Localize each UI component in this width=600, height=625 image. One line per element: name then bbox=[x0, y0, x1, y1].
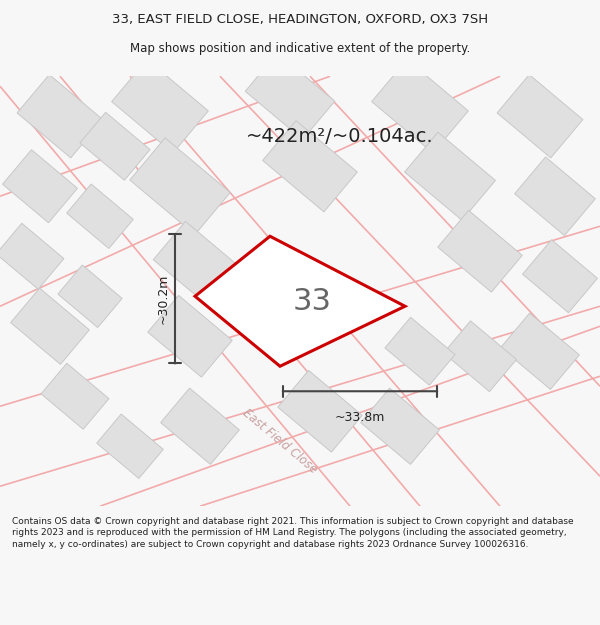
Polygon shape bbox=[443, 321, 517, 392]
Polygon shape bbox=[497, 74, 583, 158]
Polygon shape bbox=[97, 414, 163, 479]
Polygon shape bbox=[11, 288, 89, 364]
Polygon shape bbox=[361, 388, 439, 464]
Polygon shape bbox=[385, 318, 455, 385]
Polygon shape bbox=[67, 184, 133, 249]
Polygon shape bbox=[438, 211, 522, 292]
Text: Map shows position and indicative extent of the property.: Map shows position and indicative extent… bbox=[130, 42, 470, 55]
Polygon shape bbox=[371, 59, 469, 153]
Polygon shape bbox=[148, 296, 232, 377]
Polygon shape bbox=[153, 221, 247, 311]
Polygon shape bbox=[263, 121, 358, 212]
Polygon shape bbox=[41, 363, 109, 429]
Polygon shape bbox=[195, 236, 405, 366]
Text: Contains OS data © Crown copyright and database right 2021. This information is : Contains OS data © Crown copyright and d… bbox=[12, 516, 574, 549]
Text: 33, EAST FIELD CLOSE, HEADINGTON, OXFORD, OX3 7SH: 33, EAST FIELD CLOSE, HEADINGTON, OXFORD… bbox=[112, 13, 488, 26]
Polygon shape bbox=[0, 223, 64, 289]
Polygon shape bbox=[404, 132, 496, 220]
Polygon shape bbox=[2, 150, 77, 222]
Text: 33: 33 bbox=[293, 287, 332, 316]
Polygon shape bbox=[278, 371, 362, 452]
Polygon shape bbox=[161, 388, 239, 464]
Polygon shape bbox=[515, 157, 595, 236]
Polygon shape bbox=[500, 313, 580, 389]
Polygon shape bbox=[17, 74, 103, 158]
Polygon shape bbox=[80, 112, 150, 180]
Text: East Field Close: East Field Close bbox=[240, 406, 320, 476]
Text: ~422m²/~0.104ac.: ~422m²/~0.104ac. bbox=[246, 127, 434, 146]
Polygon shape bbox=[112, 59, 208, 153]
Polygon shape bbox=[58, 265, 122, 328]
Polygon shape bbox=[130, 138, 230, 234]
Polygon shape bbox=[245, 53, 335, 139]
Text: ~33.8m: ~33.8m bbox=[335, 411, 385, 424]
Text: ~30.2m: ~30.2m bbox=[157, 274, 170, 324]
Polygon shape bbox=[523, 240, 598, 312]
